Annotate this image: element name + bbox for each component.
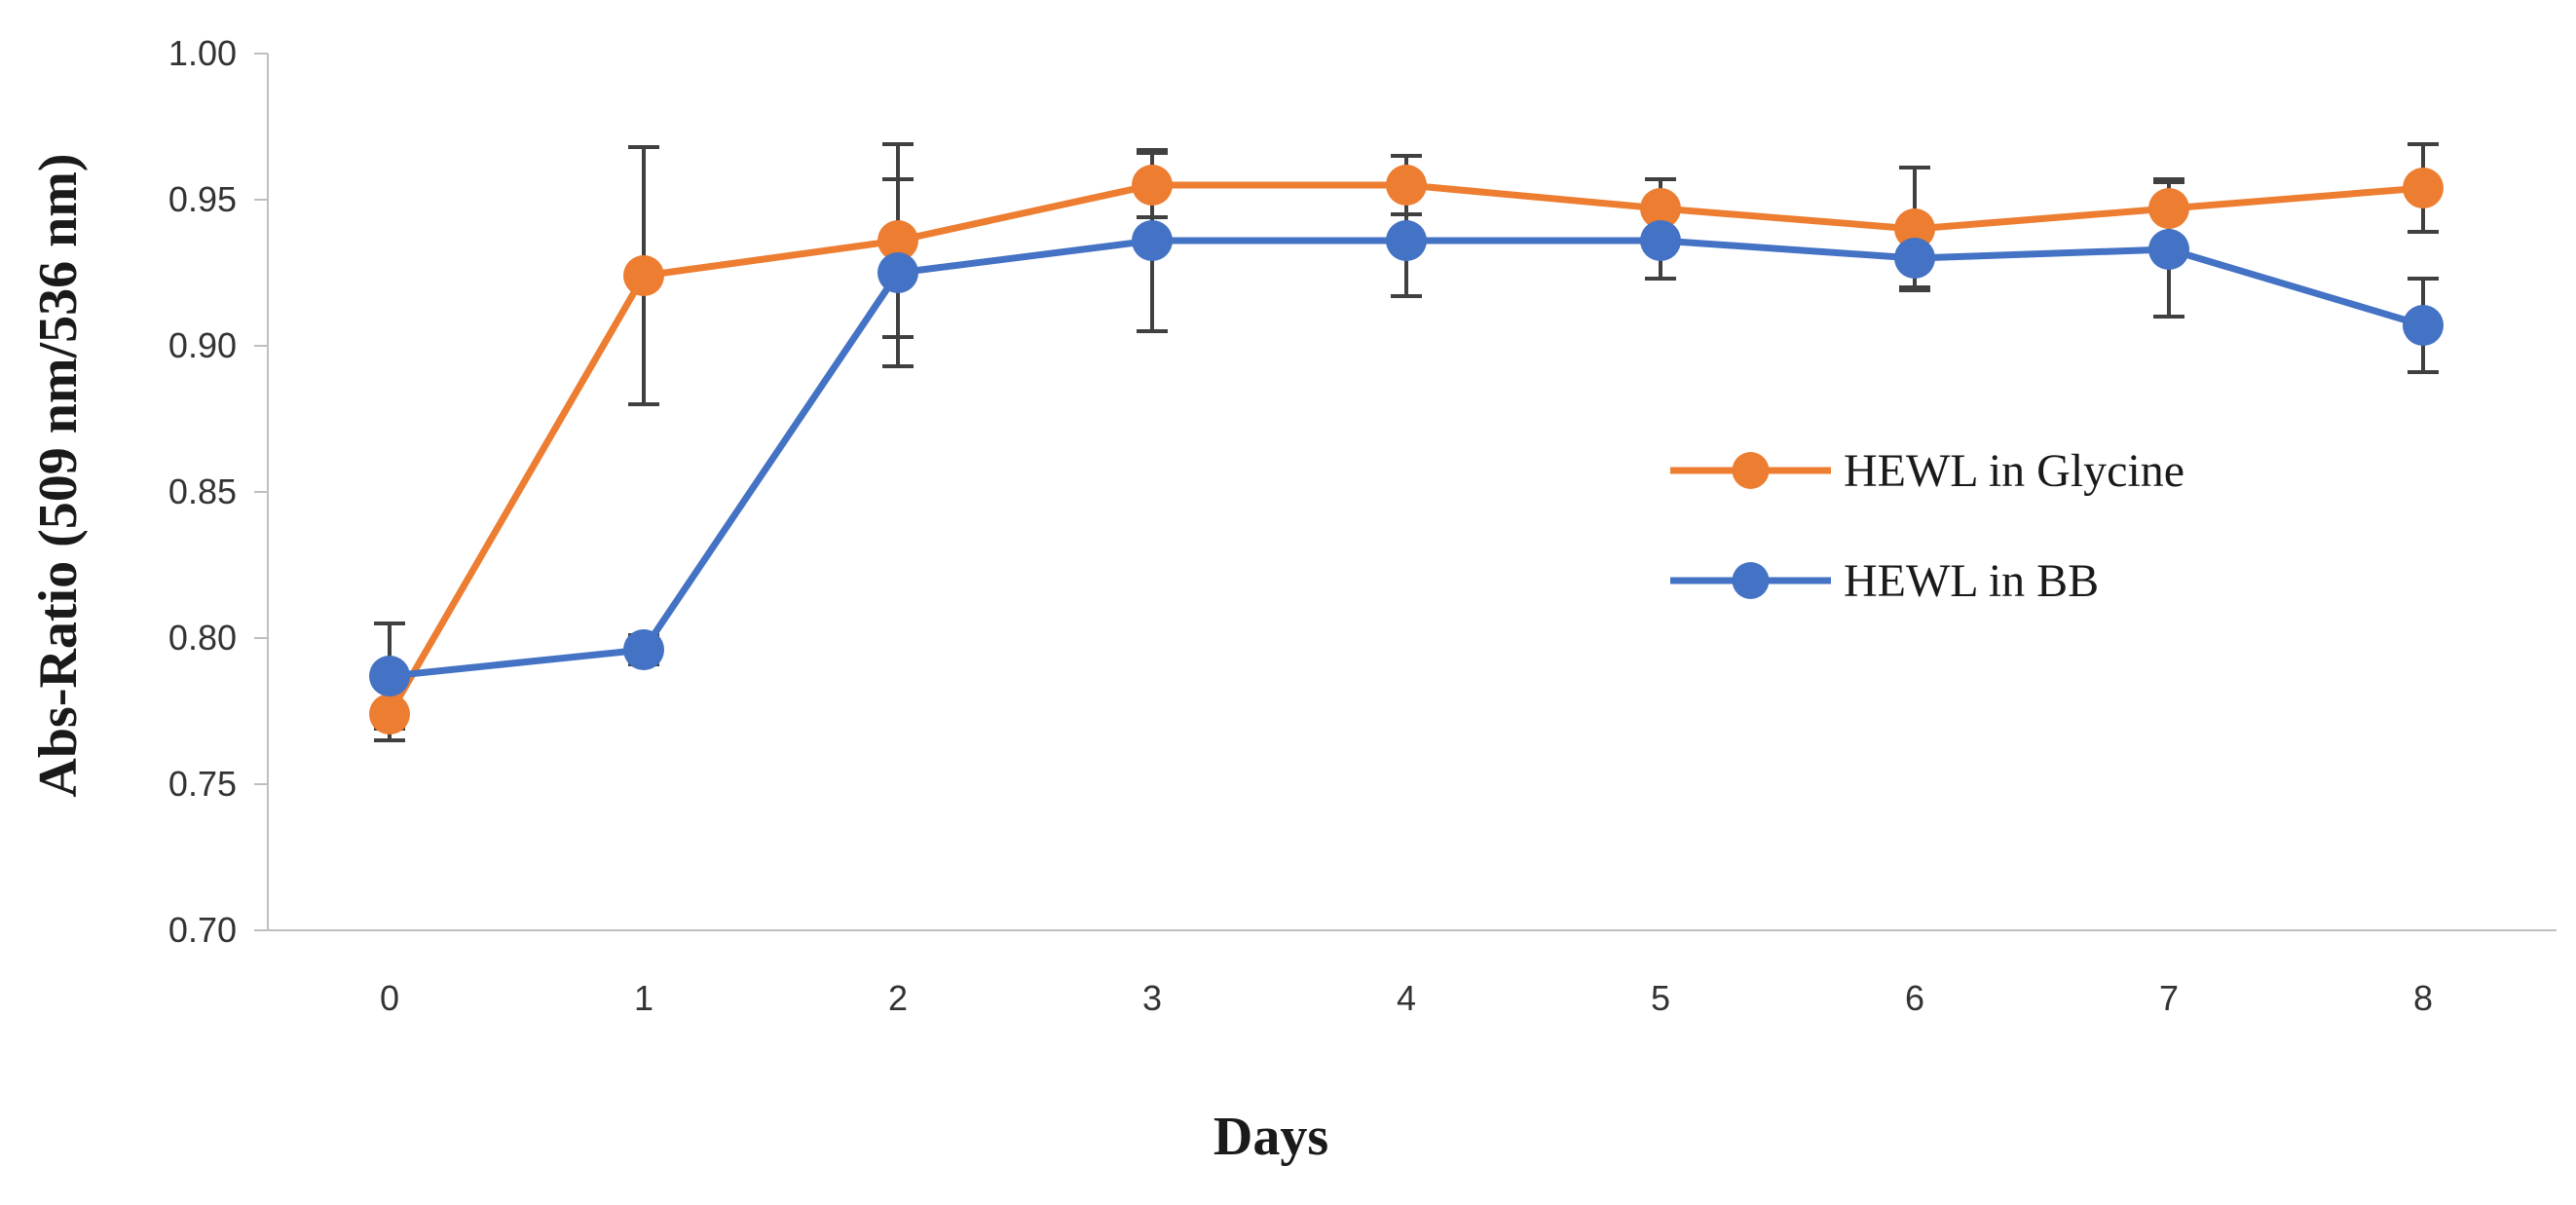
- data-point: [1386, 165, 1427, 206]
- legend-marker: [1732, 452, 1770, 489]
- legend-marker: [1732, 562, 1770, 599]
- data-point: [623, 255, 664, 296]
- y-tick-label: 0.75: [168, 764, 237, 804]
- data-point: [2148, 229, 2189, 270]
- data-point: [2148, 188, 2189, 229]
- y-tick-label: 0.90: [168, 325, 237, 365]
- data-point: [369, 694, 410, 734]
- y-tick-label: 0.95: [168, 179, 237, 219]
- x-tick-label: 8: [2413, 978, 2433, 1018]
- y-tick-label: 1.00: [168, 33, 237, 73]
- data-point: [623, 629, 664, 670]
- y-tick-label: 0.70: [168, 910, 237, 950]
- x-tick-label: 3: [1142, 978, 1162, 1018]
- legend: HEWL in Glycine HEWL in BB: [1670, 445, 2184, 607]
- data-point: [369, 656, 410, 697]
- data-point: [1640, 188, 1681, 229]
- data-point: [1640, 220, 1681, 261]
- data-point: [1132, 165, 1173, 206]
- legend-item: HEWL in BB: [1670, 555, 2099, 607]
- x-tick-label: 7: [2159, 978, 2179, 1018]
- x-tick-label: 6: [1905, 978, 1924, 1018]
- data-point: [1894, 238, 1935, 279]
- x-tick-label: 5: [1651, 978, 1670, 1018]
- series-layer: [369, 165, 2444, 734]
- data-point: [877, 252, 918, 293]
- data-point: [1894, 208, 1935, 249]
- series-hewl-in-glycine: [369, 165, 2444, 734]
- y-tick-label: 0.85: [168, 471, 237, 511]
- data-point: [1132, 220, 1173, 261]
- y-axis-title: Abs-Ratio (509 nm/536 nm): [28, 153, 89, 797]
- data-point: [2403, 168, 2444, 208]
- data-point: [2403, 305, 2444, 346]
- series-hewl-in-bb: [369, 220, 2444, 697]
- x-axis-title: Days: [1213, 1107, 1328, 1167]
- x-tick-label: 0: [380, 978, 399, 1018]
- legend-item: HEWL in Glycine: [1670, 445, 2184, 497]
- data-point: [877, 220, 918, 261]
- x-tick-label: 4: [1397, 978, 1416, 1018]
- data-point: [1386, 220, 1427, 261]
- y-tick-label: 0.80: [168, 618, 237, 658]
- x-tick-label: 2: [888, 978, 908, 1018]
- axes: 0.70 0.75 0.80 0.85 0.90 0.95 1.00 0 1 2 3 4 5 6 7 8: [168, 33, 2557, 1018]
- legend-label: HEWL in Glycine: [1844, 445, 2184, 497]
- x-tick-label: 1: [634, 978, 653, 1018]
- legend-label: HEWL in BB: [1844, 555, 2099, 607]
